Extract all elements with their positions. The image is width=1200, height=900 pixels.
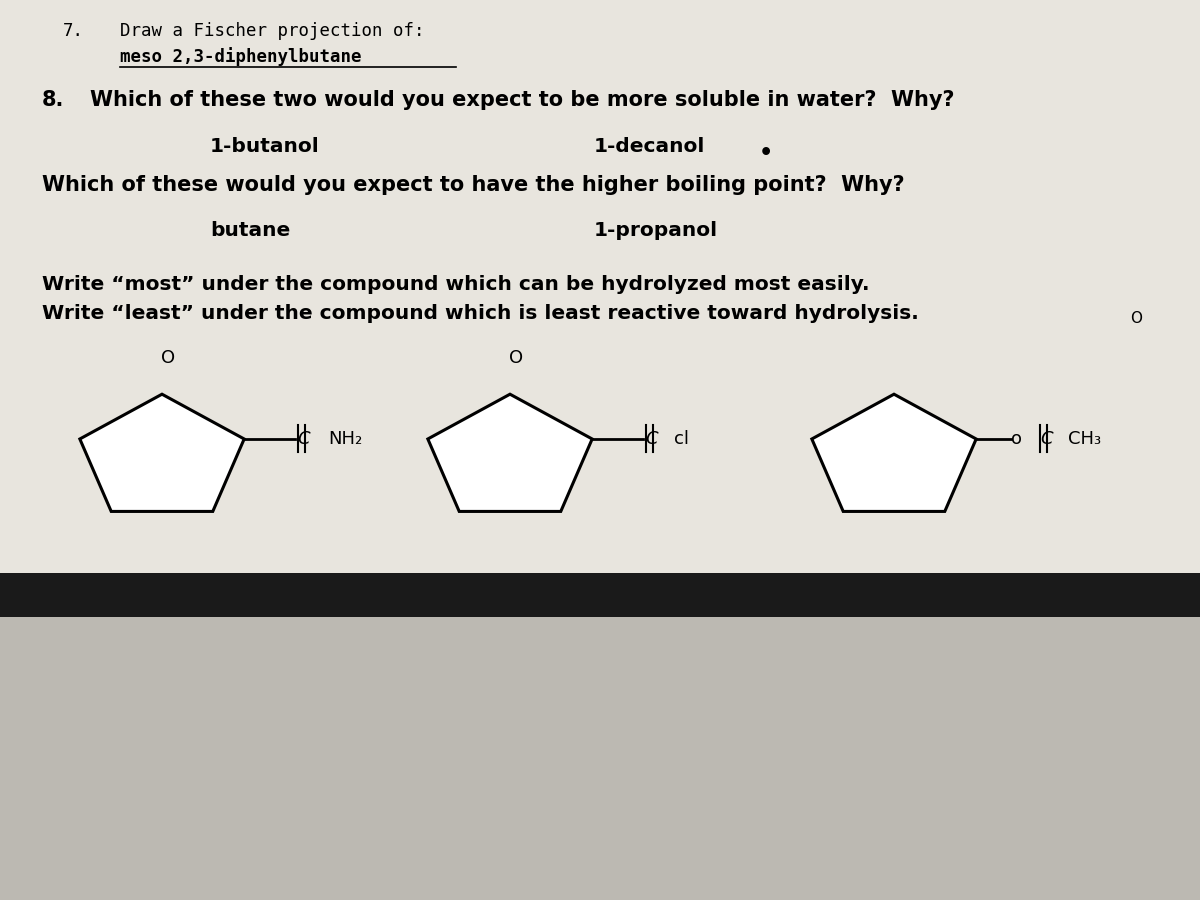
Bar [0, 616, 1200, 900]
Text: •: • [758, 143, 773, 163]
Text: Which of these would you expect to have the higher boiling point?  Why?: Which of these would you expect to have … [42, 175, 905, 194]
Text: butane: butane [210, 221, 290, 240]
Text: CH₃: CH₃ [1068, 430, 1100, 448]
Text: O: O [161, 349, 175, 367]
Text: O: O [509, 349, 523, 367]
Text: Draw a Fischer projection of:: Draw a Fischer projection of: [120, 22, 425, 40]
Text: C: C [644, 430, 658, 448]
Text: C: C [1040, 430, 1052, 448]
Text: O: O [1130, 311, 1142, 327]
Text: 8.: 8. [42, 90, 65, 110]
Text: NH₂: NH₂ [328, 430, 362, 448]
Text: 7.: 7. [62, 22, 84, 40]
Text: Write “least” under the compound which is least reactive toward hydrolysis.: Write “least” under the compound which i… [42, 304, 919, 323]
Text: meso 2,3-diphenylbutane: meso 2,3-diphenylbutane [120, 47, 361, 66]
Text: cl: cl [673, 430, 689, 448]
Text: Write “most” under the compound which can be hydrolyzed most easily.: Write “most” under the compound which ca… [42, 274, 870, 293]
Text: Which of these two would you expect to be more soluble in water?  Why?: Which of these two would you expect to b… [90, 90, 954, 110]
Text: o: o [1012, 430, 1022, 448]
Bar [0, 573, 1200, 616]
Text: 1-decanol: 1-decanol [594, 137, 706, 156]
Text: C: C [296, 430, 310, 448]
Text: 1-propanol: 1-propanol [594, 221, 718, 240]
Polygon shape [812, 394, 976, 511]
Polygon shape [80, 394, 244, 511]
Text: 1-butanol: 1-butanol [210, 137, 319, 156]
Polygon shape [428, 394, 592, 511]
